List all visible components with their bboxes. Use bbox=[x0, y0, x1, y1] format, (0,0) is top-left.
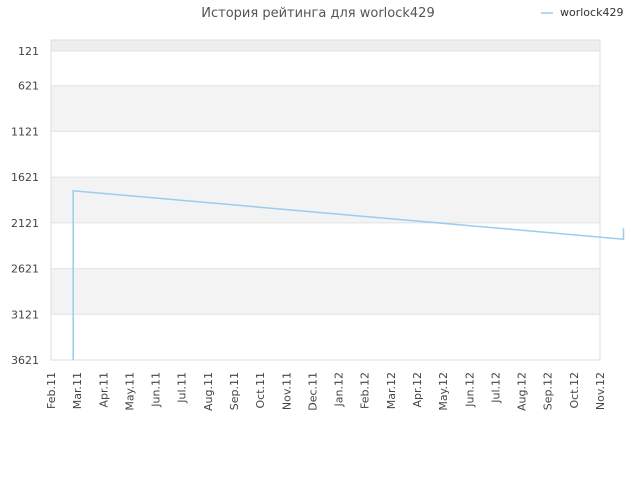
legend: worlock429 bbox=[541, 6, 623, 19]
x-tick-label: Jul.12 bbox=[489, 372, 502, 404]
y-tick-label: 1121 bbox=[11, 125, 39, 138]
y-tick-label: 1621 bbox=[11, 171, 39, 184]
x-tick-label: Sep.11 bbox=[228, 372, 241, 410]
plot-area: 121 621 1121 1621 2121 2621 3121 3621 Feb.11 Mar.… bbox=[11, 39, 625, 411]
x-tick-label: May.11 bbox=[123, 372, 136, 411]
x-tick-label: Jun.11 bbox=[150, 372, 163, 408]
y-tick-label: 3121 bbox=[11, 308, 39, 321]
plot-top-band bbox=[51, 40, 600, 51]
x-tick-label: Dec.11 bbox=[306, 372, 319, 411]
x-tick-label: Jan.12 bbox=[333, 372, 346, 407]
x-tick-label: Apr.12 bbox=[411, 372, 424, 408]
plot-band bbox=[51, 51, 600, 86]
x-tick-label: Apr.11 bbox=[97, 372, 110, 408]
plot-band bbox=[51, 85, 600, 132]
x-tick-label: Jul.11 bbox=[176, 372, 189, 404]
y-tick-label: 2621 bbox=[11, 263, 39, 276]
y-tick-label: 3621 bbox=[11, 354, 39, 367]
x-tick-label: Oct.12 bbox=[568, 372, 581, 409]
plot-frame bbox=[50, 39, 601, 361]
plot-band bbox=[51, 314, 600, 360]
x-tick-label: Mar.12 bbox=[385, 372, 398, 409]
y-tick-label: 121 bbox=[18, 45, 39, 58]
y-tick-label: 2121 bbox=[11, 217, 39, 230]
plot-band bbox=[51, 177, 600, 223]
x-tick-label: Sep.12 bbox=[542, 372, 555, 410]
plot-band bbox=[51, 131, 600, 178]
x-tick-label: Feb.11 bbox=[45, 372, 58, 409]
plot-band bbox=[51, 222, 600, 269]
x-tick-label: Jun.12 bbox=[463, 372, 476, 408]
x-tick-label: Aug.11 bbox=[202, 372, 215, 411]
x-tick-label: Nov.11 bbox=[280, 372, 293, 410]
plot-band bbox=[51, 268, 600, 315]
series-line-worlock429 bbox=[72, 189, 625, 360]
legend-label-worlock429: worlock429 bbox=[560, 6, 623, 19]
y-tick-label: 621 bbox=[18, 80, 39, 93]
x-tick-label: Feb.12 bbox=[359, 372, 372, 409]
chart-title: История рейтинга для worlock429 bbox=[201, 6, 434, 21]
x-tick-label: Aug.12 bbox=[516, 372, 529, 411]
x-tick-label: Oct.11 bbox=[254, 372, 267, 409]
x-tick-label: May.12 bbox=[437, 372, 450, 411]
x-tick-label: Mar.11 bbox=[71, 372, 84, 409]
x-tick-label: Nov.12 bbox=[594, 372, 607, 410]
